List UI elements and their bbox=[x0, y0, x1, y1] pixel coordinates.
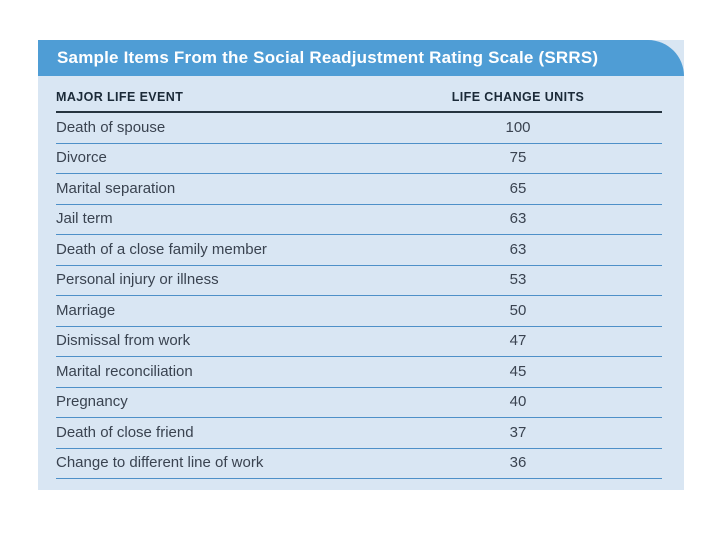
table-row: Pregnancy 40 bbox=[56, 388, 662, 418]
life-change-units-cell: 50 bbox=[509, 301, 527, 319]
table-row: Marriage 50 bbox=[56, 296, 662, 327]
table-body: Death of spouse 100 Divorce 75 Marital separ… bbox=[56, 113, 662, 479]
life-change-units-cell: 63 bbox=[509, 240, 527, 258]
life-event-cell: Death of close friend bbox=[56, 423, 194, 441]
life-event-cell: Marital separation bbox=[56, 179, 176, 197]
table-row: Personal injury or illness 53 bbox=[56, 266, 662, 296]
life-event-cell: Pregnancy bbox=[56, 393, 128, 411]
life-change-units-cell: 63 bbox=[509, 210, 527, 228]
life-change-units-cell: 37 bbox=[509, 423, 527, 441]
life-change-units-cell: 65 bbox=[509, 179, 527, 197]
table-row: Jail term 63 bbox=[56, 205, 662, 235]
table-row: Change to different line of work 36 bbox=[56, 449, 662, 479]
life-event-cell: Jail term bbox=[56, 210, 113, 228]
table-content: MAJOR LIFE EVENT LIFE CHANGE UNITS Death… bbox=[38, 76, 684, 479]
column-header-major-life-event: MAJOR LIFE EVENT bbox=[56, 90, 184, 104]
life-change-units-cell: 45 bbox=[509, 362, 527, 380]
table-row: Divorce 75 bbox=[56, 144, 662, 174]
life-event-cell: Death of spouse bbox=[56, 118, 166, 136]
life-event-cell: Marital reconciliation bbox=[56, 362, 193, 380]
life-event-cell: Change to different line of work bbox=[56, 454, 264, 472]
table-row: Marital separation 65 bbox=[56, 174, 662, 205]
life-change-units-cell: 36 bbox=[509, 454, 527, 472]
table-row: Death of spouse 100 bbox=[56, 113, 662, 144]
table-title-bar: Sample Items From the Social Readjustmen… bbox=[38, 40, 684, 76]
srrs-table-panel: Sample Items From the Social Readjustmen… bbox=[38, 40, 684, 490]
table-row: Death of a close family member 63 bbox=[56, 235, 662, 266]
column-header-life-change-units: LIFE CHANGE UNITS bbox=[451, 90, 585, 104]
life-event-cell: Dismissal from work bbox=[56, 332, 191, 350]
table-row: Death of close friend 37 bbox=[56, 418, 662, 449]
life-change-units-cell: 100 bbox=[505, 118, 531, 136]
life-change-units-cell: 47 bbox=[509, 332, 527, 350]
table-title: Sample Items From the Social Readjustmen… bbox=[57, 48, 599, 67]
life-change-units-cell: 40 bbox=[509, 393, 527, 411]
table-row: Dismissal from work 47 bbox=[56, 327, 662, 357]
life-change-units-cell: 75 bbox=[509, 149, 527, 167]
life-event-cell: Death of a close family member bbox=[56, 240, 267, 258]
life-event-cell: Divorce bbox=[56, 149, 107, 167]
table-header-row: MAJOR LIFE EVENT LIFE CHANGE UNITS bbox=[56, 76, 662, 113]
life-event-cell: Marriage bbox=[56, 301, 116, 319]
life-event-cell: Personal injury or illness bbox=[56, 271, 219, 289]
life-change-units-cell: 53 bbox=[509, 271, 527, 289]
table-row: Marital reconciliation 45 bbox=[56, 357, 662, 388]
